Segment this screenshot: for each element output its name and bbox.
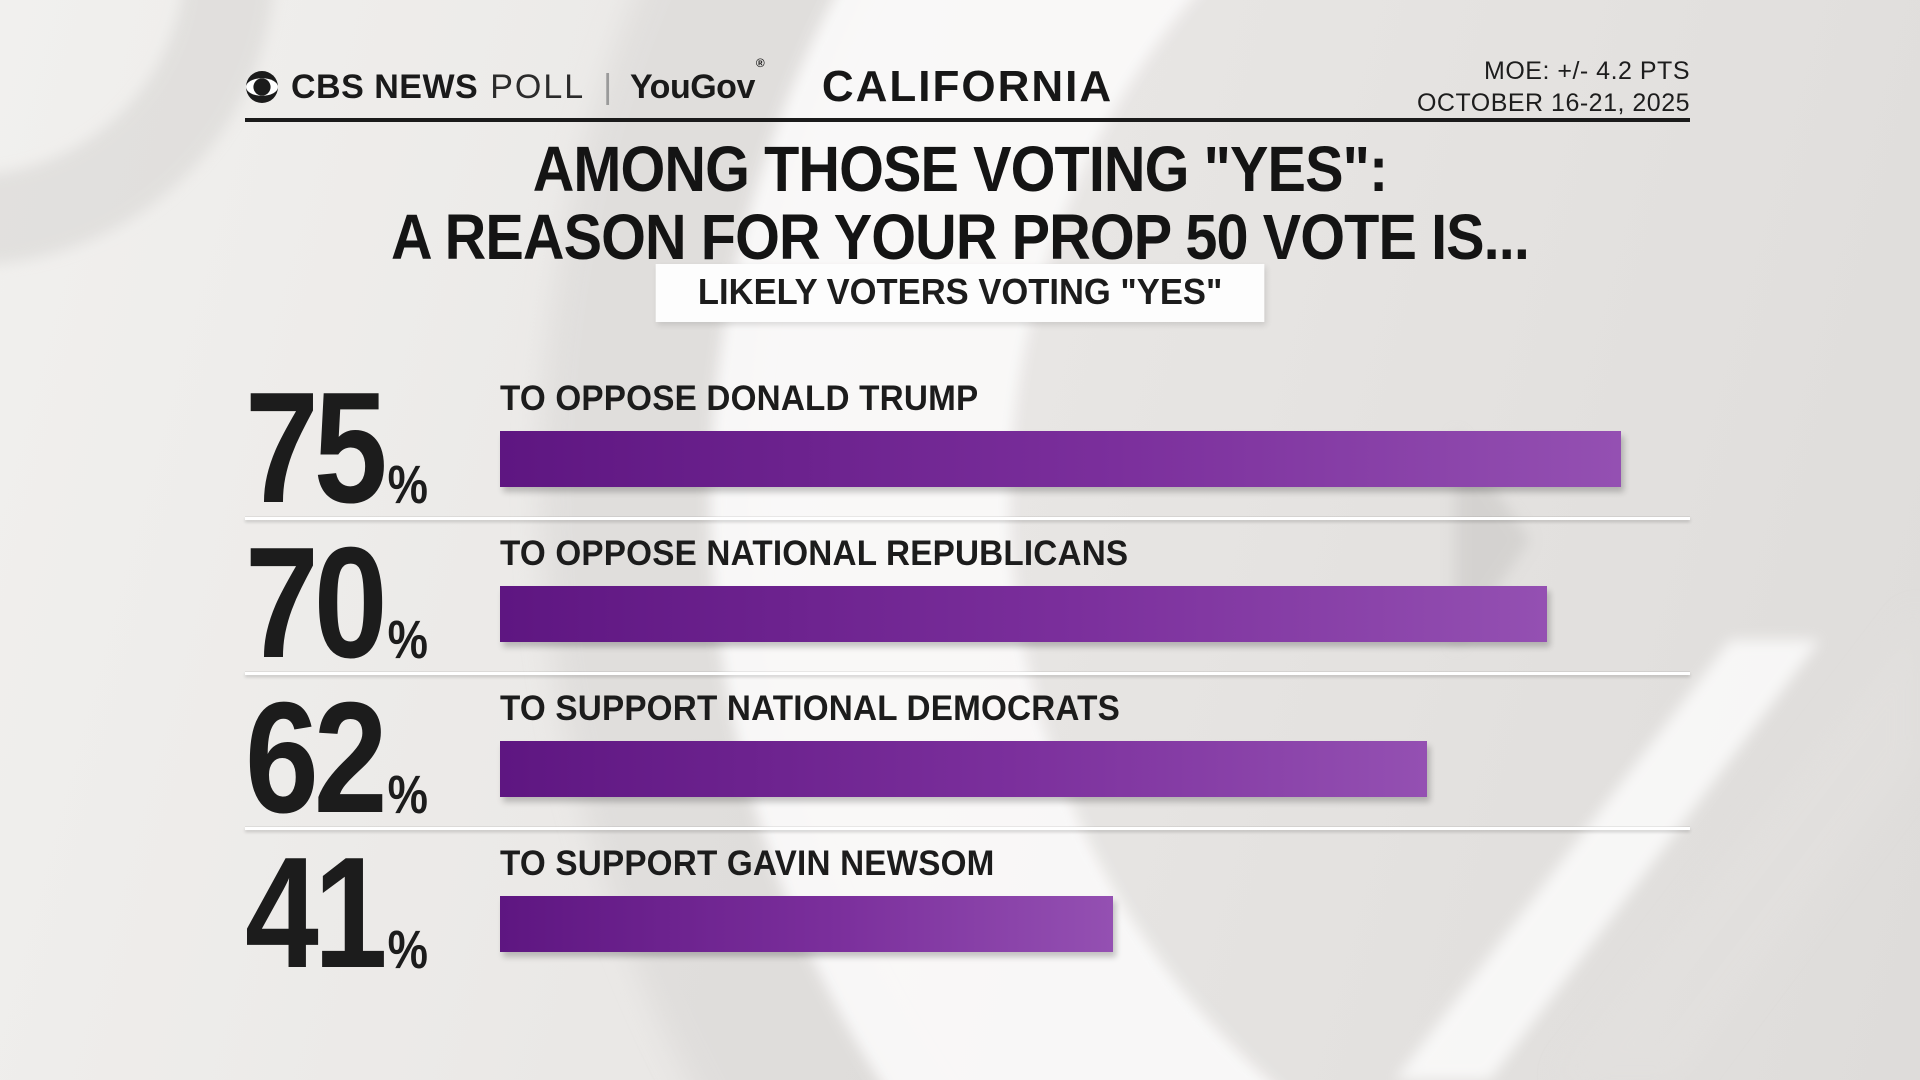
- row-divider: [245, 517, 1690, 520]
- percent-sign: %: [387, 919, 428, 980]
- brand-lockup: CBS NEWS POLL | YouGov®: [245, 55, 765, 107]
- region-title: CALIFORNIA: [821, 62, 1114, 111]
- value-label: 62%: [245, 669, 428, 846]
- chart-title: AMONG THOSE VOTING "YES": A REASON FOR Y…: [0, 133, 1920, 273]
- category-label: TO SUPPORT GAVIN NEWSOM: [500, 844, 995, 883]
- bar-track: [500, 896, 1690, 952]
- percent-sign: %: [387, 454, 428, 515]
- chart-title-line2: A REASON FOR YOUR PROP 50 VOTE IS...: [391, 200, 1530, 273]
- row-divider: [245, 672, 1690, 675]
- bar-row: 62% TO SUPPORT NATIONAL DEMOCRATS: [245, 669, 1690, 846]
- bar: [500, 431, 1621, 487]
- percent-sign: %: [387, 609, 428, 670]
- date-range: OCTOBER 16-21, 2025: [1416, 89, 1690, 117]
- bar-row: 75% TO OPPOSE DONALD TRUMP: [245, 359, 1690, 536]
- subtitle-badge: LIKELY VOTERS VOTING "YES": [655, 264, 1265, 322]
- value-label: 75%: [245, 359, 428, 536]
- brand-yougov: YouGov®: [630, 55, 765, 106]
- percent-sign: %: [387, 764, 428, 825]
- bar-row: 70% TO OPPOSE NATIONAL REPUBLICANS: [245, 514, 1690, 691]
- bar: [500, 586, 1547, 642]
- brand-cbs-news: CBS NEWS: [291, 67, 479, 106]
- bar: [500, 896, 1113, 952]
- registered-mark: ®: [755, 55, 765, 70]
- category-label: TO OPPOSE DONALD TRUMP: [500, 379, 979, 418]
- moe-block: MOE: +/- 4.2 PTS OCTOBER 16-21, 2025: [1417, 55, 1690, 119]
- cbs-eye-icon: [245, 70, 279, 104]
- brand-separator: |: [603, 67, 613, 106]
- brand-poll: POLL: [490, 67, 586, 106]
- header: CBS NEWS POLL | YouGov® CALIFORNIA MOE: …: [245, 56, 1690, 122]
- category-label: TO OPPOSE NATIONAL REPUBLICANS: [500, 534, 1129, 573]
- bar-track: [500, 431, 1690, 487]
- bar: [500, 741, 1427, 797]
- bar-track: [500, 741, 1690, 797]
- chart-title-line1: AMONG THOSE VOTING "YES":: [532, 133, 1388, 205]
- value-label: 70%: [245, 514, 428, 691]
- moe-line: MOE: +/- 4.2 PTS: [1484, 57, 1690, 85]
- row-divider: [245, 827, 1690, 830]
- category-label: TO SUPPORT NATIONAL DEMOCRATS: [500, 689, 1121, 728]
- subtitle-wrap: LIKELY VOTERS VOTING "YES": [0, 264, 1920, 322]
- bar-chart: 75% TO OPPOSE DONALD TRUMP 70% TO OPPOSE…: [245, 359, 1690, 1001]
- value-label: 41%: [245, 824, 428, 1001]
- bar-track: [500, 586, 1690, 642]
- bar-row: 41% TO SUPPORT GAVIN NEWSOM: [245, 824, 1690, 1001]
